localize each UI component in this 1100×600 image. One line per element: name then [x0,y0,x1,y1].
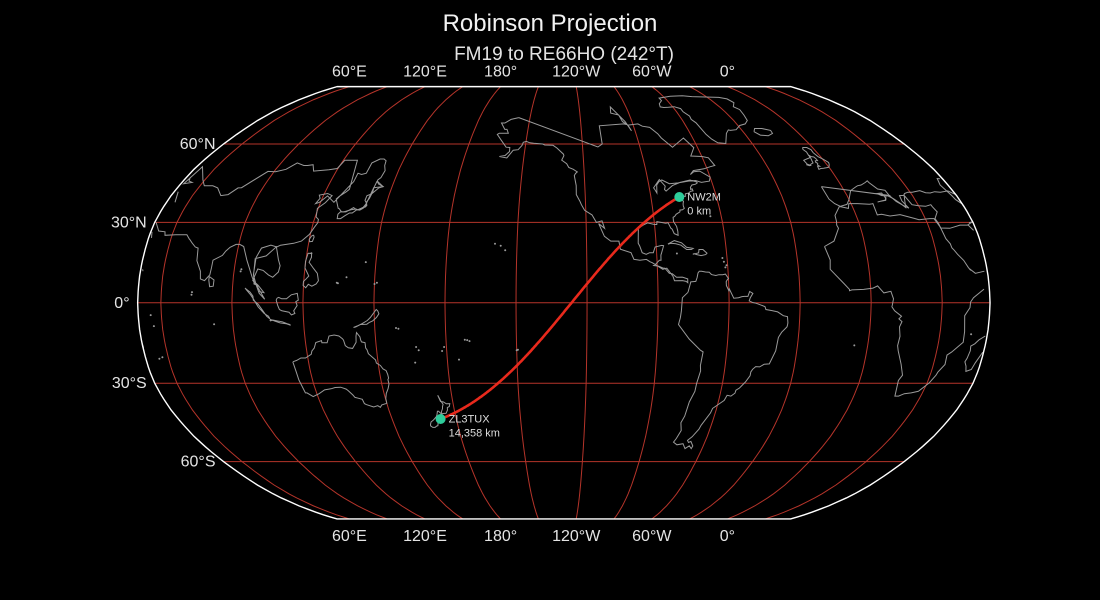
svg-text:14,358 km: 14,358 km [449,428,500,440]
svg-text:180°: 180° [484,64,517,81]
svg-text:0°: 0° [114,295,129,312]
svg-text:60°E: 60°E [332,64,367,81]
svg-text:0°: 0° [720,528,735,545]
svg-text:60°E: 60°E [332,528,367,545]
svg-text:120°W: 120°W [552,528,601,545]
svg-text:ZL3TUX: ZL3TUX [449,414,491,426]
svg-text:60°W: 60°W [632,64,672,81]
svg-text:60°S: 60°S [181,454,216,471]
svg-text:30°S: 30°S [112,375,147,392]
svg-text:NW2M: NW2M [687,192,721,204]
svg-text:180°: 180° [484,528,517,545]
svg-text:0 km: 0 km [687,206,711,218]
svg-text:60°W: 60°W [632,528,672,545]
svg-text:60°N: 60°N [180,136,216,153]
svg-text:120°E: 120°E [403,64,447,81]
svg-text:0°: 0° [720,64,735,81]
svg-text:120°E: 120°E [403,528,447,545]
svg-text:120°W: 120°W [552,64,601,81]
svg-text:30°N: 30°N [111,214,147,231]
